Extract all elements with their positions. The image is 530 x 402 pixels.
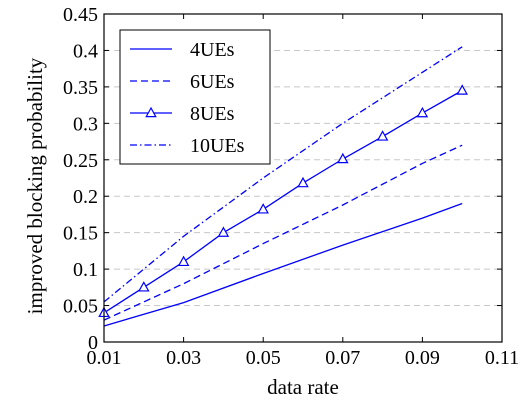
y-tick-label: 0.35 [63,77,98,99]
y-tick-label: 0.2 [73,186,98,208]
y-tick-label: 0.3 [73,113,98,135]
y-tick-label: 0 [88,332,98,354]
y-tick-label: 0.05 [63,296,98,318]
grid-lines [104,49,502,307]
series-lines [98,46,468,327]
data-point [376,130,389,141]
x-axis-title: data rate [267,375,339,399]
data-point [456,84,468,95]
data-point [297,176,309,188]
series-line-8ues [103,89,463,314]
legend-label: 6UEs [190,71,235,93]
x-tick-label: 0.09 [405,347,440,369]
data-point [217,226,230,237]
y-tick-label: 0.1 [73,259,98,281]
data-point [416,106,429,118]
legend-marker [145,106,157,118]
data-point [138,281,150,292]
data-point [337,152,349,164]
y-tick-label: 0.25 [63,150,98,172]
x-tick-label: 0.01 [87,347,122,369]
x-tick-label: 0.11 [485,347,519,369]
y-tick-label: 0.4 [73,40,98,62]
y-tick-label: 0.45 [63,4,98,26]
legend-label: 8UEs [190,103,235,125]
series-line-10ues [103,46,463,303]
legend-label: 4UEs [190,39,235,61]
data-point [177,255,190,267]
data-point [257,203,269,214]
y-tick-label: 0.15 [63,223,98,245]
axis-ticks: 0 0.05 0.1 0.15 0.2 0.25 0.3 0.35 0.4 0.45 0.01 0.0… [63,4,519,369]
legend: 4UEs 6UEs 8UEs 10UEs [119,29,271,165]
legend-box [119,29,271,165]
y-axis-title: improved blocking probability [23,57,47,314]
x-tick-label: 0.07 [325,347,360,369]
plot-frame [103,13,503,343]
series-line-4ues [103,202,463,327]
legend-label: 10UEs [190,135,245,157]
x-tick-label: 0.03 [166,347,201,369]
series-line-6ues [103,144,463,321]
x-tick-label: 0.05 [246,347,281,369]
